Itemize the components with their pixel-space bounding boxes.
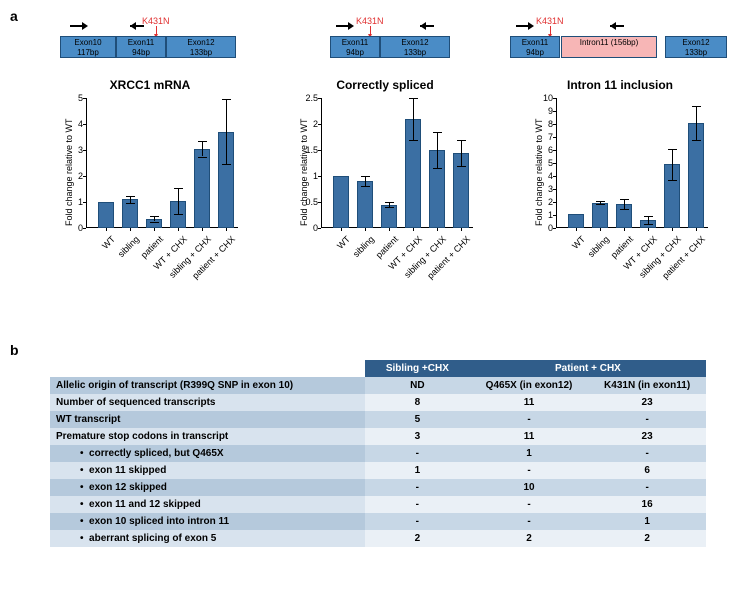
bar <box>357 181 373 228</box>
primer-arrow-icon <box>336 22 354 30</box>
mutation-arrow-icon <box>550 26 551 35</box>
row-label: • aberrant splicing of exon 5 <box>50 530 365 547</box>
table-cell: 5 <box>365 411 470 428</box>
table-cell: 1 <box>588 513 706 530</box>
table-cell: - <box>470 496 588 513</box>
table-header: Sibling +CHX <box>365 360 470 377</box>
exon-block: Exon10117bp <box>60 36 116 58</box>
table-cell: - <box>365 445 470 462</box>
exon-schematic: K431N*Exon10117bpExon1194bpExon12133bp <box>60 18 240 60</box>
plot-area: 012345678910Fold change relative to WTWT… <box>556 98 712 228</box>
table-cell: - <box>470 462 588 479</box>
table-cell: 23 <box>588 394 706 411</box>
table-row: • exon 11 and 12 skipped--16 <box>50 496 706 513</box>
bar <box>98 202 114 228</box>
table-row: Number of sequenced transcripts81123 <box>50 394 706 411</box>
table-cell: 2 <box>588 530 706 547</box>
plot-area: 00.511.522.5Fold change relative to WTWT… <box>321 98 477 228</box>
y-axis-label: Fold change relative to WT <box>534 118 544 226</box>
figure: a b K431N*Exon10117bpExon1194bpExon12133… <box>0 0 750 592</box>
table-row: WT transcript5-- <box>50 411 706 428</box>
table-cell: 11 <box>470 394 588 411</box>
exon-block: Exon1194bp <box>330 36 380 58</box>
table-cell: - <box>470 513 588 530</box>
table-cell: 23 <box>588 428 706 445</box>
mutation-arrow-icon <box>156 26 157 35</box>
exon-block: Exon1194bp <box>510 36 560 58</box>
table-cell: Q465X (in exon12) <box>470 377 588 394</box>
primer-arrow-icon <box>130 22 148 30</box>
bar <box>592 203 608 228</box>
exon-schematic: K431N*Exon1194bpIntron11 (156bp)Exon1213… <box>510 18 730 60</box>
table-cell: - <box>365 496 470 513</box>
row-label: • exon 12 skipped <box>50 479 365 496</box>
table-cell: K431N (in exon11) <box>588 377 706 394</box>
table-row: • exon 11 skipped1-6 <box>50 462 706 479</box>
table-cell: 6 <box>588 462 706 479</box>
mutation-arrow-icon <box>370 26 371 35</box>
table-cell: 11 <box>470 428 588 445</box>
bar <box>333 176 349 228</box>
table-row: Allelic origin of transcript (R399Q SNP … <box>50 377 706 394</box>
transcript-table: Sibling +CHXPatient + CHX Allelic origin … <box>50 360 706 547</box>
row-label: • exon 11 skipped <box>50 462 365 479</box>
table-cell: - <box>588 445 706 462</box>
row-label: WT transcript <box>50 411 365 428</box>
row-label: • exon 10 spliced into intron 11 <box>50 513 365 530</box>
bar <box>568 214 584 228</box>
row-label: • exon 11 and 12 skipped <box>50 496 365 513</box>
panel-b-label: b <box>10 342 19 358</box>
y-axis-label: Fold change relative to WT <box>299 118 309 226</box>
bar-chart: Correctly spliced 00.511.522.5Fold change… <box>285 80 485 300</box>
chart-title: Intron 11 inclusion <box>520 78 720 92</box>
primer-arrow-icon <box>70 22 88 30</box>
row-label: Allelic origin of transcript (R399Q SNP … <box>50 377 365 394</box>
table-row: • correctly spliced, but Q465X-1- <box>50 445 706 462</box>
table-cell: 16 <box>588 496 706 513</box>
exon-block: Exon12133bp <box>665 36 727 58</box>
primer-arrow-icon <box>516 22 534 30</box>
bar <box>194 149 210 228</box>
exon-block: Exon12133bp <box>380 36 450 58</box>
row-label: Premature stop codons in transcript <box>50 428 365 445</box>
table-row: Premature stop codons in transcript31123 <box>50 428 706 445</box>
table-cell: - <box>470 411 588 428</box>
table-cell: 8 <box>365 394 470 411</box>
table-cell: 1 <box>470 445 588 462</box>
primer-arrow-icon <box>610 22 628 30</box>
table-cell: 2 <box>470 530 588 547</box>
row-label: • correctly spliced, but Q465X <box>50 445 365 462</box>
table-cell: 10 <box>470 479 588 496</box>
exon-block: Exon12133bp <box>166 36 236 58</box>
chart-title: XRCC1 mRNA <box>50 78 250 92</box>
mutation-label: K431N <box>536 16 564 26</box>
exon-schematic: K431N*Exon1194bpExon12133bp <box>330 18 460 60</box>
intron-block: Intron11 (156bp) <box>561 36 657 58</box>
mutation-label: K431N <box>356 16 384 26</box>
table-cell: - <box>365 513 470 530</box>
primer-arrow-icon <box>420 22 438 30</box>
table-cell: ND <box>365 377 470 394</box>
row-label: Number of sequenced transcripts <box>50 394 365 411</box>
table-cell: 1 <box>365 462 470 479</box>
table-row: • exon 10 spliced into intron 11--1 <box>50 513 706 530</box>
panel-a-label: a <box>10 8 18 24</box>
chart-title: Correctly spliced <box>285 78 485 92</box>
bar-chart: XRCC1 mRNA 012345Fold change relative to … <box>50 80 250 300</box>
table-cell: 2 <box>365 530 470 547</box>
table-cell: - <box>588 479 706 496</box>
table-cell: 3 <box>365 428 470 445</box>
table-cell: - <box>365 479 470 496</box>
table-header: Patient + CHX <box>470 360 706 377</box>
table-row: • aberrant splicing of exon 5222 <box>50 530 706 547</box>
bar-chart: Intron 11 inclusion 012345678910Fold chan… <box>520 80 720 300</box>
plot-area: 012345Fold change relative to WTWTsiblin… <box>86 98 242 228</box>
table-cell: - <box>588 411 706 428</box>
exon-block: Exon1194bp <box>116 36 166 58</box>
table-row: • exon 12 skipped-10- <box>50 479 706 496</box>
y-axis-label: Fold change relative to WT <box>64 118 74 226</box>
